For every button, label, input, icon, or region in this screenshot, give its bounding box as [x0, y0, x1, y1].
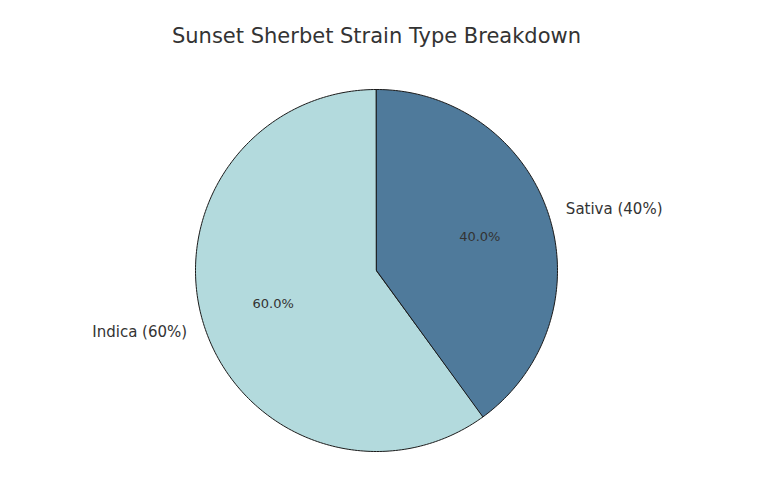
svg-text:Sativa (40%): Sativa (40%) — [566, 200, 663, 218]
svg-text:Indica (60%): Indica (60%) — [92, 323, 187, 341]
svg-text:40.0%: 40.0% — [459, 229, 500, 244]
svg-text:Sunset Sherbet Strain Type Bre: Sunset Sherbet Strain Type Breakdown — [172, 24, 581, 48]
svg-text:60.0%: 60.0% — [253, 296, 294, 311]
